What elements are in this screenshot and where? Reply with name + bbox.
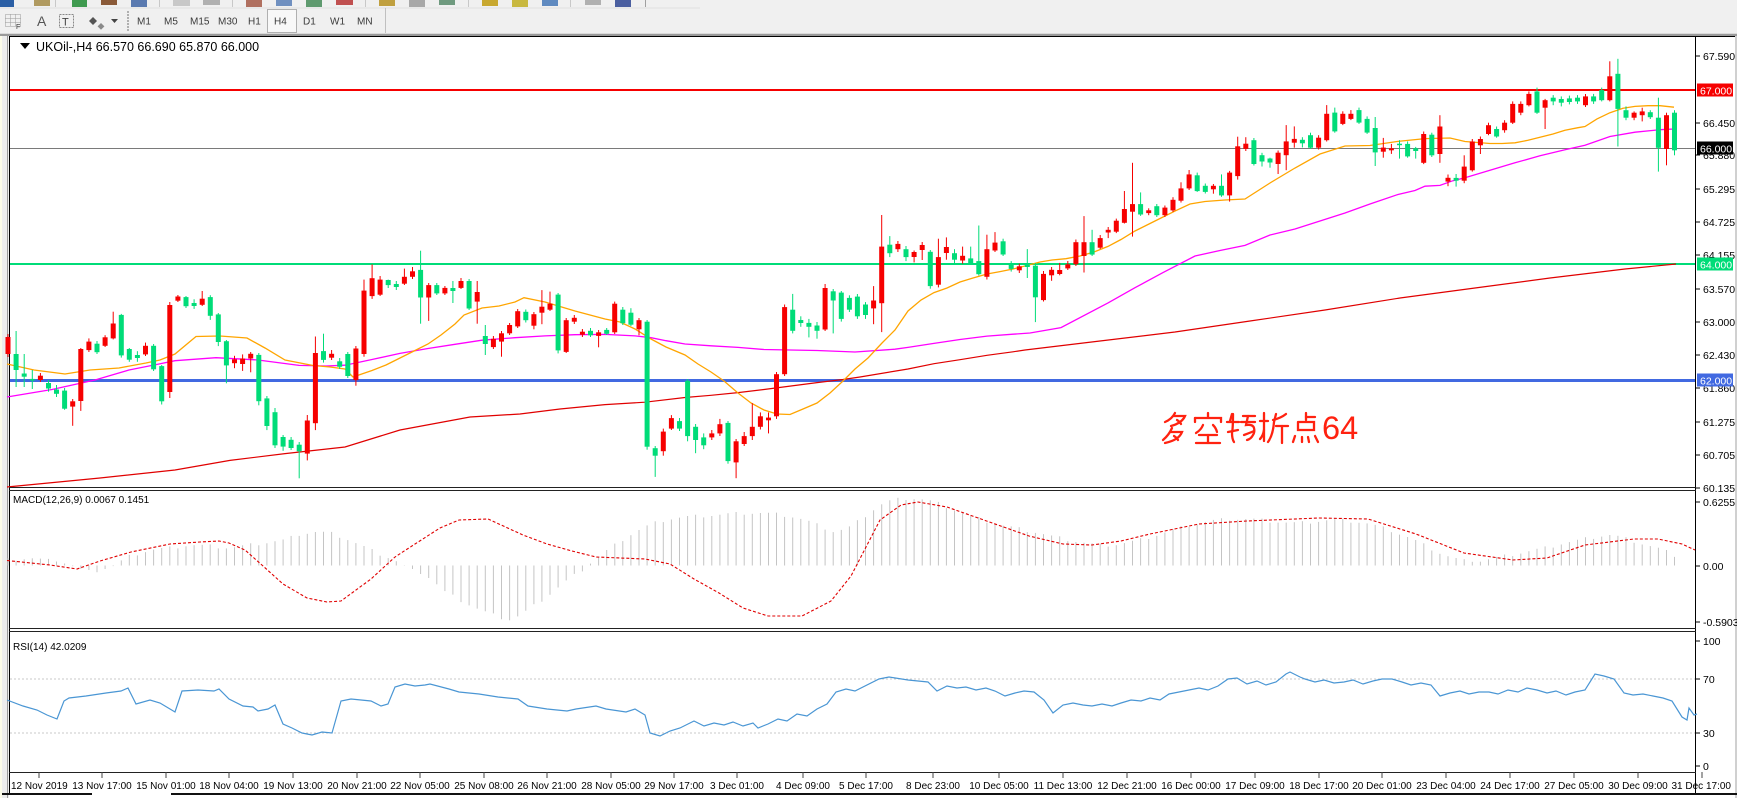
svg-text:W1: W1 bbox=[330, 17, 345, 28]
svg-text:18 Dec 17:00: 18 Dec 17:00 bbox=[1289, 781, 1349, 792]
svg-text:MACD(12,26,9) 0.0067 0.1451: MACD(12,26,9) 0.0067 0.1451 bbox=[13, 495, 150, 506]
svg-text:0: 0 bbox=[1703, 761, 1709, 773]
svg-text:M30: M30 bbox=[218, 17, 238, 28]
svg-text:15 Nov 01:00: 15 Nov 01:00 bbox=[136, 781, 196, 792]
svg-text:MN: MN bbox=[357, 17, 373, 28]
svg-text:F: F bbox=[16, 24, 20, 31]
svg-text:0.00: 0.00 bbox=[1703, 561, 1724, 573]
svg-text:31 Dec 17:00: 31 Dec 17:00 bbox=[1672, 781, 1732, 792]
svg-text:8 Dec 23:00: 8 Dec 23:00 bbox=[906, 781, 960, 792]
svg-text:64.725: 64.725 bbox=[1703, 217, 1735, 229]
svg-text:12 Nov 2019: 12 Nov 2019 bbox=[11, 781, 68, 792]
svg-text:0.6255: 0.6255 bbox=[1703, 497, 1735, 509]
svg-text:H4: H4 bbox=[274, 17, 287, 28]
svg-text:70: 70 bbox=[1703, 674, 1715, 686]
svg-text:29 Nov 17:00: 29 Nov 17:00 bbox=[644, 781, 704, 792]
svg-text:M5: M5 bbox=[164, 17, 178, 28]
svg-text:100: 100 bbox=[1703, 636, 1721, 648]
svg-text:62.430: 62.430 bbox=[1703, 350, 1735, 362]
svg-text:63.000: 63.000 bbox=[1703, 317, 1735, 329]
svg-text:30: 30 bbox=[1703, 728, 1715, 740]
svg-text:20 Dec 01:00: 20 Dec 01:00 bbox=[1352, 781, 1412, 792]
svg-text:27 Dec 05:00: 27 Dec 05:00 bbox=[1544, 781, 1604, 792]
svg-text:3 Dec 01:00: 3 Dec 01:00 bbox=[710, 781, 764, 792]
svg-text:60.135: 60.135 bbox=[1703, 483, 1735, 495]
svg-text:61.275: 61.275 bbox=[1703, 417, 1735, 429]
svg-text:10 Dec 05:00: 10 Dec 05:00 bbox=[969, 781, 1029, 792]
svg-text:64.000: 64.000 bbox=[1700, 260, 1732, 272]
svg-text:M15: M15 bbox=[190, 17, 210, 28]
svg-text:67.590: 67.590 bbox=[1703, 51, 1735, 63]
svg-text:28 Nov 05:00: 28 Nov 05:00 bbox=[581, 781, 641, 792]
svg-text:22 Nov 05:00: 22 Nov 05:00 bbox=[390, 781, 450, 792]
svg-text:66.450: 66.450 bbox=[1703, 118, 1735, 130]
svg-text:66.000: 66.000 bbox=[1700, 144, 1732, 156]
svg-text:18 Nov 04:00: 18 Nov 04:00 bbox=[199, 781, 259, 792]
svg-text:60.705: 60.705 bbox=[1703, 450, 1735, 462]
svg-text:12 Dec 21:00: 12 Dec 21:00 bbox=[1097, 781, 1157, 792]
svg-text:4 Dec 09:00: 4 Dec 09:00 bbox=[776, 781, 830, 792]
svg-text:65.295: 65.295 bbox=[1703, 184, 1735, 196]
svg-text:D1: D1 bbox=[303, 17, 316, 28]
svg-text:63.570: 63.570 bbox=[1703, 284, 1735, 296]
svg-text:H1: H1 bbox=[248, 17, 261, 28]
svg-text:64: 64 bbox=[1322, 410, 1358, 446]
svg-text:RSI(14) 42.0209: RSI(14) 42.0209 bbox=[13, 642, 87, 653]
svg-text:17 Dec 09:00: 17 Dec 09:00 bbox=[1225, 781, 1285, 792]
svg-text:30 Dec 09:00: 30 Dec 09:00 bbox=[1608, 781, 1668, 792]
svg-text:T: T bbox=[62, 17, 69, 29]
svg-text:23 Dec 04:00: 23 Dec 04:00 bbox=[1416, 781, 1476, 792]
svg-text:A: A bbox=[37, 13, 47, 29]
svg-text:11 Dec 13:00: 11 Dec 13:00 bbox=[1034, 781, 1093, 792]
svg-text:62.000: 62.000 bbox=[1700, 376, 1732, 388]
svg-text:25 Nov 08:00: 25 Nov 08:00 bbox=[454, 781, 514, 792]
svg-text:67.000: 67.000 bbox=[1700, 86, 1732, 98]
svg-text:-0.5903: -0.5903 bbox=[1703, 617, 1737, 629]
svg-text:UKOil-,H4 66.570 66.690 65.87: UKOil-,H4 66.570 66.690 65.870 66.000 bbox=[36, 40, 259, 54]
svg-text:26 Nov 21:00: 26 Nov 21:00 bbox=[517, 781, 577, 792]
svg-text:5 Dec 17:00: 5 Dec 17:00 bbox=[839, 781, 893, 792]
svg-text:16 Dec 00:00: 16 Dec 00:00 bbox=[1161, 781, 1221, 792]
svg-text:20 Nov 21:00: 20 Nov 21:00 bbox=[327, 781, 387, 792]
svg-text:24 Dec 17:00: 24 Dec 17:00 bbox=[1480, 781, 1540, 792]
svg-text:M1: M1 bbox=[137, 17, 151, 28]
svg-text:19 Nov 13:00: 19 Nov 13:00 bbox=[263, 781, 323, 792]
svg-text:13 Nov 17:00: 13 Nov 17:00 bbox=[72, 781, 132, 792]
